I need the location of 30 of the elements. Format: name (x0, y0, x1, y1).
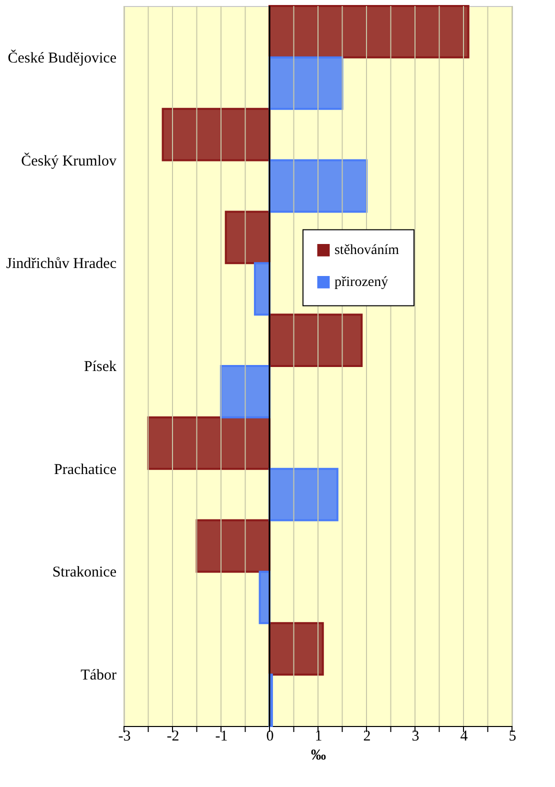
y-tick-label: České Budějovice (8, 49, 117, 66)
bar (254, 262, 270, 316)
x-tick-label: 3 (412, 728, 420, 744)
bar (268, 314, 363, 367)
x-tick-label: 2 (363, 728, 371, 744)
y-tick-label: Jindřichův Hradec (6, 256, 117, 272)
x-tick-label: -1 (215, 728, 228, 744)
y-tick-label: Písek (84, 359, 117, 375)
y-tick-label: Prachatice (54, 462, 117, 478)
x-axis-title: ‰ (311, 748, 326, 764)
bar (147, 416, 270, 470)
bar (162, 108, 270, 162)
bar (268, 56, 344, 110)
legend-label: přirozený (334, 275, 388, 290)
bar (268, 5, 470, 58)
bar (268, 159, 368, 213)
x-tick-label: -2 (166, 728, 180, 744)
y-tick-label: Český Krumlov (21, 152, 117, 170)
x-tick-label: 4 (460, 728, 468, 744)
bar (268, 468, 338, 522)
x-tick-label: 0 (266, 728, 274, 744)
bar (268, 622, 324, 676)
y-tick-label: Tábor (80, 668, 116, 684)
y-tick-label: Strakonice (52, 564, 117, 581)
x-tick-label: 1 (314, 728, 322, 744)
bar (224, 210, 270, 264)
bar (220, 365, 270, 418)
bar (196, 519, 270, 573)
legend-label: stěhováním (334, 243, 400, 258)
x-tick-label: -3 (118, 728, 131, 744)
